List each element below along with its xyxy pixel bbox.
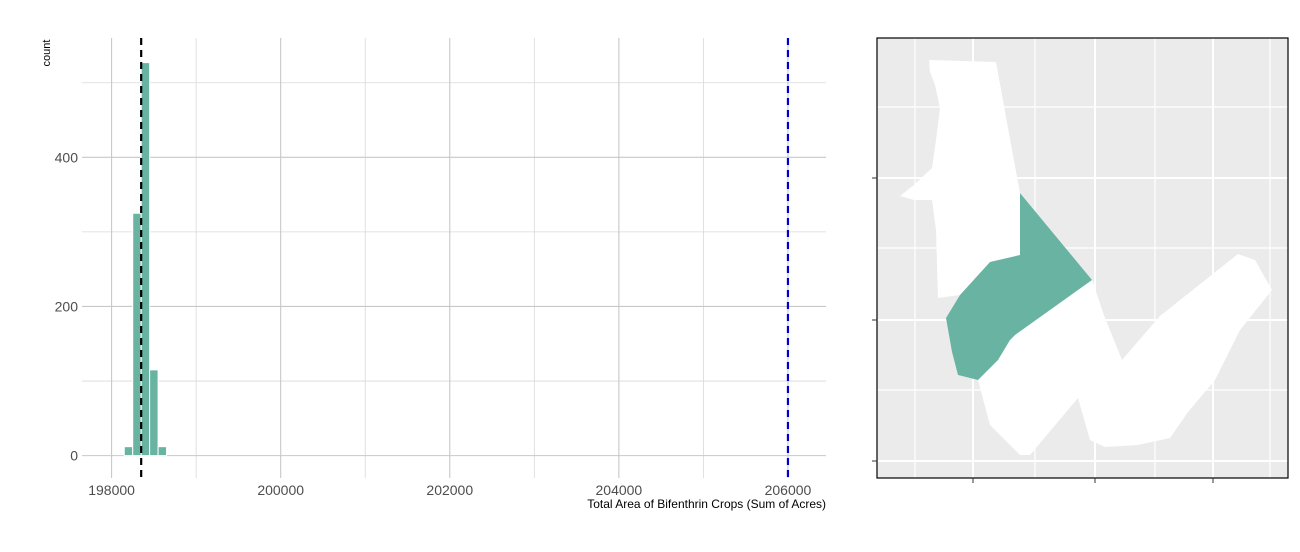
histogram-bars xyxy=(123,62,168,457)
x-tick-label: 200000 xyxy=(257,482,304,498)
y-tick-label: 0 xyxy=(70,448,78,464)
x-tick-label: 206000 xyxy=(765,482,812,498)
x-tick-label: 202000 xyxy=(426,482,473,498)
map-axis-ticks xyxy=(872,177,1214,483)
histogram-bar xyxy=(149,369,159,457)
x-tick-labels: 198000 200000 202000 204000 206000 xyxy=(88,482,811,498)
map-region-south xyxy=(978,254,1272,455)
histogram-major-grid xyxy=(82,38,826,478)
map-panel xyxy=(872,37,1289,483)
x-axis-label: Total Area of Bifenthrin Crops (Sum of A… xyxy=(587,497,826,511)
y-tick-label: 400 xyxy=(55,149,79,165)
x-tick-label: 204000 xyxy=(596,482,643,498)
histogram-bar xyxy=(157,446,168,457)
y-tick-labels: 0 200 400 xyxy=(55,149,79,463)
histogram-panel: 0 200 400 198000 200000 202000 204000 206000 c… xyxy=(41,38,826,511)
histogram-bar xyxy=(123,446,134,457)
y-tick-label: 200 xyxy=(55,298,79,314)
histogram-bar xyxy=(132,212,142,457)
map-frame xyxy=(876,37,1289,479)
map-region-highlighted xyxy=(946,193,1092,380)
x-tick-label: 198000 xyxy=(88,482,135,498)
histogram-minor-grid xyxy=(82,38,826,478)
histogram-reference-lines xyxy=(140,38,790,478)
histogram-bar xyxy=(140,62,151,457)
y-axis-label: count xyxy=(41,40,53,67)
